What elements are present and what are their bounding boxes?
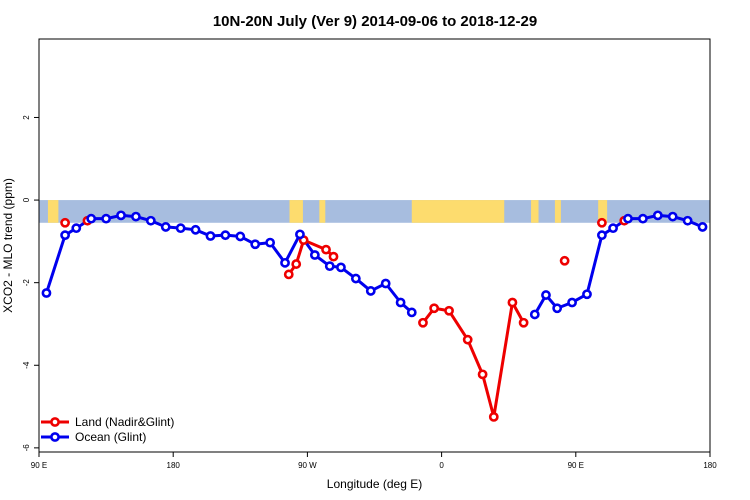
ocean-data-point [220, 230, 231, 241]
x-tick-label: 90 E [568, 461, 584, 470]
x-tick-label: 0 [439, 461, 444, 470]
ocean-data-point [41, 288, 52, 298]
land-data-point [462, 334, 473, 345]
ocean-data-point [131, 211, 141, 222]
land-data-point [559, 255, 570, 266]
ocean-data-point [529, 309, 540, 320]
land-data-point [477, 369, 488, 380]
map-land-6 [598, 200, 608, 223]
x-tick-label: 180 [703, 461, 717, 470]
ocean-data-point [552, 303, 563, 314]
map-land-5 [554, 200, 561, 223]
ocean-data-point [86, 213, 97, 224]
land-data-point [518, 317, 529, 328]
ocean-data-point [235, 231, 246, 242]
ocean-data-point [638, 213, 648, 224]
ocean-data-point [541, 290, 551, 300]
ocean-data-point [295, 229, 305, 240]
legend-ocean-label: Ocean (Glint) [75, 430, 146, 444]
map-land-2 [319, 200, 326, 223]
ocean-data-point [116, 210, 126, 221]
y-tick-label: -6 [22, 444, 31, 452]
land-data-point [418, 317, 428, 328]
land-data-point [328, 251, 339, 262]
y-tick-label: 0 [22, 197, 31, 202]
map-ocean [39, 200, 710, 223]
ocean-series-line [45, 213, 413, 314]
legend-land-label: Land (Nadir&Glint) [75, 415, 174, 429]
ocean-data-point [697, 222, 708, 232]
x-tick-label: 90 W [298, 461, 317, 470]
ocean-data-point [596, 230, 607, 241]
land-series-line [421, 300, 525, 419]
ocean-series-line [533, 213, 704, 316]
x-axis: 90 E 180 90 W 0 90 E 180 [31, 452, 717, 470]
y-axis: -6 -4 -2 0 2 [22, 115, 39, 452]
legend: Land (Nadir&Glint)Ocean (Glint) [41, 415, 174, 444]
ocean-data-point [567, 297, 577, 308]
ocean-data-point [280, 257, 290, 268]
x-tick-label: 180 [167, 461, 181, 470]
ocean-data-point [60, 230, 70, 241]
ocean-data-point [309, 250, 320, 260]
world-map-strip [39, 200, 710, 223]
ocean-data-point [250, 239, 261, 250]
land-data-point [321, 244, 331, 255]
ocean-data-point [365, 286, 376, 296]
land-data-point [488, 411, 499, 422]
ocean-data-point [582, 289, 592, 300]
ocean-data-point [395, 297, 406, 308]
y-tick-label: 2 [22, 115, 31, 120]
ocean-data-point [380, 278, 391, 289]
ocean-data-point [101, 213, 111, 224]
map-land-4 [531, 200, 539, 223]
series-layer [41, 210, 708, 422]
ocean-data-point [71, 223, 82, 234]
land-data-point [596, 217, 607, 228]
land-data-point [429, 303, 440, 314]
ocean-data-point [190, 224, 201, 235]
map-land-0 [47, 200, 59, 223]
legend-ocean-marker [50, 432, 60, 442]
map-land-3 [411, 200, 505, 223]
ocean-data-point [145, 215, 156, 226]
x-axis-label: Longitude (deg E) [327, 477, 422, 491]
ocean-data-point [350, 273, 361, 284]
land-data-point [444, 305, 454, 316]
land-data-point [507, 297, 518, 308]
legend-land-marker [50, 417, 60, 427]
y-tick-label: -4 [22, 361, 31, 369]
ocean-data-point [667, 211, 678, 222]
ocean-data-point [406, 307, 417, 318]
ocean-data-point [205, 231, 216, 241]
chart-title: 10N-20N July (Ver 9) 2014-09-06 to 2018-… [213, 13, 537, 30]
ocean-data-point [682, 215, 693, 226]
y-axis-label: XCO2 - MLO trend (ppm) [1, 178, 15, 313]
y-tick-label: -2 [22, 279, 31, 287]
ocean-data-point [652, 210, 663, 221]
ocean-data-point [608, 223, 618, 234]
plot-frame [38, 38, 711, 453]
land-data-point [291, 259, 302, 269]
map-land-1 [289, 200, 303, 223]
ocean-data-point [160, 222, 171, 232]
land-data-point [283, 269, 294, 280]
x-tick-label: 90 E [31, 461, 47, 470]
ocean-data-point [175, 223, 186, 234]
ocean-data-point [336, 262, 346, 273]
ocean-data-point [623, 213, 633, 224]
ocean-data-point [265, 237, 276, 248]
land-data-point [60, 217, 70, 228]
ocean-data-point [324, 261, 335, 272]
